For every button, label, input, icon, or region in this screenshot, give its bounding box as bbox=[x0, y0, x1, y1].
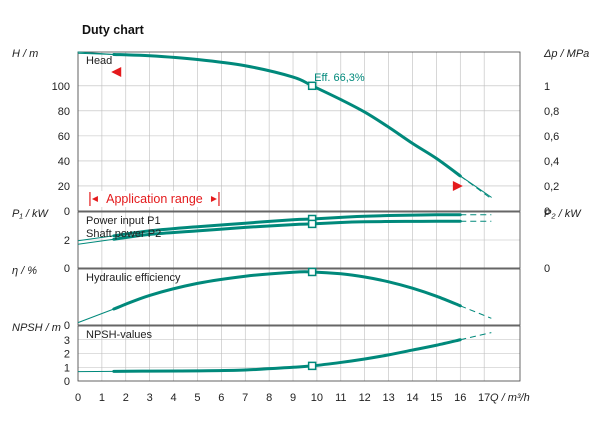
application-range-arrow-right bbox=[210, 196, 217, 202]
y-tick-label: 1 bbox=[64, 362, 70, 374]
x-tick-label: 1 bbox=[99, 392, 105, 404]
series-line-head-1 bbox=[77, 51, 115, 56]
duty-point-marker bbox=[307, 267, 317, 277]
application-range-box bbox=[89, 191, 219, 207]
series-line-efficiency-0 bbox=[112, 270, 462, 311]
series-label: Head bbox=[86, 55, 112, 67]
x-tick-label: 2 bbox=[123, 392, 129, 404]
x-tick-label: 0 bbox=[75, 392, 81, 404]
x-tick-label: 11 bbox=[335, 392, 346, 404]
y-tick-label-right: 0 bbox=[544, 206, 550, 218]
chart-title: Duty chart bbox=[82, 23, 145, 37]
x-tick-label: 12 bbox=[359, 392, 371, 404]
series-line-head-0 bbox=[112, 53, 462, 178]
x-tick-label: 3 bbox=[147, 392, 153, 404]
duty-point-marker bbox=[307, 219, 317, 229]
y-tick-label: 60 bbox=[58, 131, 70, 143]
series-label: Power input P1 bbox=[86, 215, 161, 227]
series-label: Shaft power P2 bbox=[86, 228, 161, 240]
duty-point-marker bbox=[307, 81, 317, 91]
series-extension-end bbox=[459, 175, 492, 200]
series-extension-end bbox=[460, 305, 492, 319]
series-line-npsh-0 bbox=[112, 338, 462, 373]
x-tick-label: 5 bbox=[194, 392, 200, 404]
y-tick-label: 3 bbox=[64, 335, 70, 347]
series-label: NPSH-values bbox=[86, 329, 153, 341]
efficiency-annotation: Eff. 66,3% bbox=[314, 72, 365, 84]
x-tick-label: 17 bbox=[478, 392, 490, 404]
x-tick-label: 13 bbox=[382, 392, 394, 404]
y-axis-label-right-power: P₂ / kW bbox=[544, 208, 582, 220]
y-tick-label: 100 bbox=[52, 81, 70, 93]
y-tick-label-right: 0,8 bbox=[544, 106, 559, 118]
series-line-power-1 bbox=[112, 219, 462, 241]
y-tick-label-right: 0 bbox=[544, 263, 550, 275]
y-axis-label-power: P₁ / kW bbox=[12, 208, 49, 220]
y-tick-label: 80 bbox=[58, 106, 70, 118]
x-tick-label: 14 bbox=[406, 392, 418, 404]
application-range-arrow-left bbox=[91, 196, 98, 202]
x-tick-label: 15 bbox=[430, 392, 442, 404]
y-tick-label-right: 0,2 bbox=[544, 181, 559, 193]
x-tick-label: 6 bbox=[218, 392, 224, 404]
x-tick-label: 4 bbox=[171, 392, 177, 404]
panel-frame-power bbox=[77, 211, 521, 269]
panel-frame-head bbox=[77, 51, 521, 212]
x-tick-label: 8 bbox=[266, 392, 272, 404]
series-extension-start bbox=[77, 238, 114, 245]
y-tick-label: 2 bbox=[64, 349, 70, 361]
series-line-head-2 bbox=[459, 175, 492, 198]
y-axis-label-npsh: NPSH / m bbox=[12, 322, 61, 334]
series-layer bbox=[77, 51, 492, 373]
series-extension-start bbox=[77, 308, 115, 324]
range-marker-left bbox=[111, 67, 122, 78]
y-tick-label-right: 1 bbox=[544, 81, 550, 93]
x-tick-label: 10 bbox=[311, 392, 323, 404]
y-tick-label: 0 bbox=[64, 206, 70, 218]
application-range-label: Application range bbox=[106, 192, 203, 206]
panel-frame-npsh bbox=[77, 325, 521, 382]
grid-layer bbox=[77, 51, 521, 382]
y-tick-label: 0 bbox=[64, 376, 70, 388]
y-tick-label: 2 bbox=[64, 235, 70, 247]
duty-point-marker bbox=[307, 361, 317, 371]
y-tick-label: 20 bbox=[58, 181, 70, 193]
y-tick-label: 0 bbox=[64, 263, 70, 275]
y-axis-label-right-head: Δp / MPa bbox=[543, 48, 589, 60]
y-tick-label-right: 0,4 bbox=[544, 156, 559, 168]
series-extension-end bbox=[460, 332, 492, 341]
x-tick-label: 9 bbox=[290, 392, 296, 404]
y-tick-label: 0 bbox=[64, 320, 70, 332]
x-tick-label: 16 bbox=[454, 392, 466, 404]
y-tick-label-right: 0,6 bbox=[544, 131, 559, 143]
series-extension-start bbox=[77, 235, 114, 242]
x-axis-label: Q / m³/h bbox=[490, 392, 530, 404]
range-marker-right bbox=[452, 180, 463, 191]
series-line-power-0 bbox=[112, 213, 462, 238]
series-label: Hydraulic efficiency bbox=[86, 272, 181, 284]
panel-frame-efficiency bbox=[77, 268, 521, 326]
y-axis-label-head: H / m bbox=[12, 48, 38, 60]
x-tick-label: 7 bbox=[242, 392, 248, 404]
y-tick-label: 40 bbox=[58, 156, 70, 168]
y-axis-label-efficiency: η / % bbox=[12, 265, 37, 277]
